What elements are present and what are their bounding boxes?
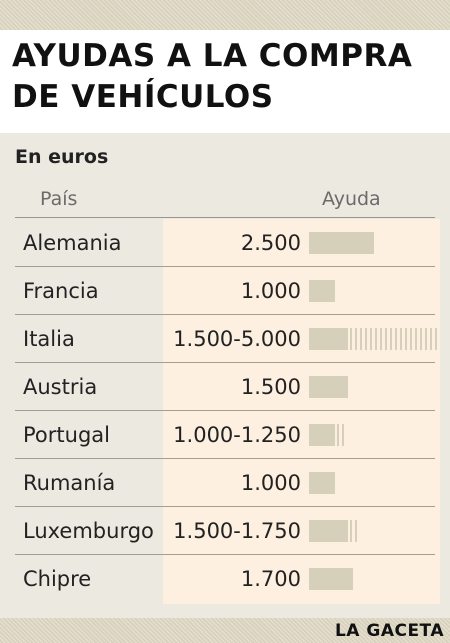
aid-value-label: 1.000 [240, 471, 301, 495]
aid-bar-min [309, 232, 374, 254]
country-label: Austria [23, 375, 98, 399]
table-row: Francia 1.000 [0, 267, 450, 315]
table-row: Italia 1.500-5.000 [0, 315, 450, 363]
aid-bar-range [350, 328, 440, 350]
country-label: Luxemburgo [23, 519, 154, 543]
aid-value-label: 1.000-1.250 [173, 423, 301, 447]
value-column-highlight [163, 219, 440, 604]
header-divider [15, 217, 435, 218]
table-row: Chipre 1.700 [0, 555, 450, 603]
table-row: Portugal 1.000-1.250 [0, 411, 450, 459]
aid-bar-min [309, 328, 348, 350]
row-divider [15, 410, 435, 411]
aid-value-label: 1.000 [240, 279, 301, 303]
aid-value-label: 1.700 [240, 567, 301, 591]
chart-panel: En euros País Ayuda Alemania 2.500 Francia… [0, 133, 450, 618]
title-area: AYUDAS A LA COMPRA DE VEHÍCULOS [0, 30, 450, 133]
aid-value-label: 1.500 [240, 375, 301, 399]
aid-bar-min [309, 568, 353, 590]
bottom-decorative-band [0, 618, 450, 643]
aid-value-label: 2.500 [240, 231, 301, 255]
aid-bar-range [337, 424, 344, 446]
chart-title: AYUDAS A LA COMPRA DE VEHÍCULOS [12, 36, 412, 118]
top-decorative-band [0, 0, 450, 30]
country-label: Portugal [23, 423, 110, 447]
country-label: Italia [23, 327, 75, 351]
row-divider [15, 266, 435, 267]
aid-bar-min [309, 280, 335, 302]
row-divider [15, 458, 435, 459]
aid-bar-range [350, 520, 357, 542]
row-divider [15, 362, 435, 363]
aid-value-label: 1.500-1.750 [173, 519, 301, 543]
chart-title-line2: DE VEHÍCULOS [12, 79, 274, 115]
row-divider [15, 506, 435, 507]
row-divider [15, 314, 435, 315]
country-label: Alemania [23, 231, 122, 255]
country-label: Francia [23, 279, 99, 303]
table-row: Rumanía 1.000 [0, 459, 450, 507]
aid-bar-min [309, 376, 348, 398]
aid-bar-min [309, 520, 348, 542]
aid-bar-min [309, 424, 335, 446]
row-divider [15, 554, 435, 555]
column-header-aid: Ayuda [322, 188, 381, 210]
column-header-country: País [40, 188, 78, 210]
country-label: Chipre [23, 567, 92, 591]
chart-title-line1: AYUDAS A LA COMPRA [12, 38, 413, 74]
aid-bar-min [309, 472, 335, 494]
aid-value-label: 1.500-5.000 [173, 327, 301, 351]
table-row: Austria 1.500 [0, 363, 450, 411]
table-row: Luxemburgo 1.500-1.750 [0, 507, 450, 555]
table-row: Alemania 2.500 [0, 219, 450, 267]
source-label: LA GACETA [334, 621, 444, 641]
country-label: Rumanía [23, 471, 116, 495]
chart-subtitle: En euros [15, 146, 109, 168]
